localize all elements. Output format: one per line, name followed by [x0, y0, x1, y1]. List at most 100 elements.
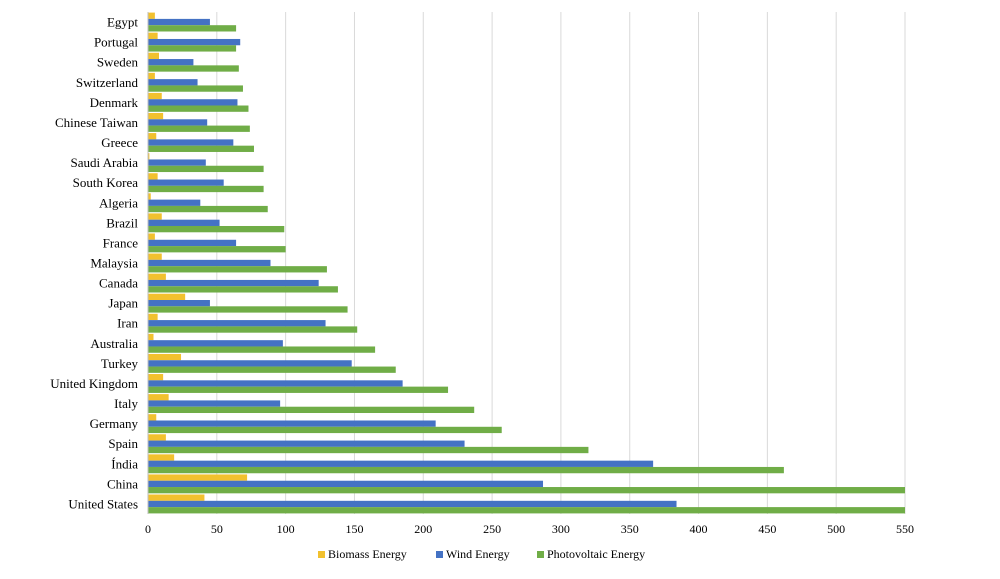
bar-wind-energy — [148, 159, 206, 166]
bar-photovoltaic-energy — [148, 105, 249, 112]
bar-photovoltaic-energy — [148, 306, 348, 313]
category-label: Sweden — [97, 55, 139, 70]
bar-biomass-energy — [148, 213, 162, 220]
bar-biomass-energy — [148, 474, 248, 481]
bar-biomass-energy — [148, 293, 186, 301]
x-tick-label: 400 — [690, 522, 708, 536]
category-label: Greece — [101, 135, 138, 150]
bar-photovoltaic-energy — [148, 145, 254, 152]
bar-biomass-energy — [148, 494, 205, 501]
bar-wind-energy — [148, 360, 352, 367]
bar-photovoltaic-energy — [148, 507, 905, 514]
bar-photovoltaic-energy — [148, 45, 237, 52]
bar-photovoltaic-energy — [148, 225, 285, 233]
bar-wind-energy — [148, 119, 208, 126]
category-label: Índia — [111, 456, 138, 471]
bar-wind-energy — [148, 279, 319, 287]
category-label: Malaysia — [90, 256, 138, 271]
category-label: Spain — [108, 436, 138, 451]
bar-photovoltaic-energy — [148, 246, 286, 253]
bar-wind-energy — [148, 340, 283, 347]
bars — [148, 12, 905, 514]
x-tick-label: 50 — [211, 522, 223, 536]
bar-wind-energy — [148, 38, 241, 46]
bar-photovoltaic-energy — [148, 386, 449, 393]
bar-photovoltaic-energy — [148, 165, 264, 173]
bar-wind-energy — [148, 239, 237, 247]
bar-wind-energy — [148, 18, 210, 26]
bar-wind-energy — [148, 460, 654, 467]
bar-biomass-energy — [148, 233, 155, 240]
bar-biomass-energy — [148, 253, 162, 260]
bar-wind-energy — [148, 79, 198, 86]
category-label: United States — [68, 496, 138, 511]
bar-biomass-energy — [148, 173, 158, 180]
x-tick-label: 250 — [483, 522, 501, 536]
bar-wind-energy — [148, 199, 201, 206]
bar-biomass-energy — [148, 52, 160, 60]
legend-label: Wind Energy — [446, 547, 510, 561]
bar-wind-energy — [148, 320, 326, 327]
legend-label: Photovoltaic Energy — [547, 547, 645, 561]
x-tick-label: 350 — [621, 522, 639, 536]
category-label: China — [107, 476, 138, 491]
category-label: Denmark — [90, 95, 139, 110]
bar-biomass-energy — [148, 193, 151, 200]
bar-biomass-energy — [148, 92, 162, 100]
x-tick-label: 300 — [552, 522, 570, 536]
category-label: Egypt — [107, 15, 138, 30]
x-tick-label: 200 — [414, 522, 432, 536]
x-tick-label: 100 — [277, 522, 295, 536]
bar-wind-energy — [148, 500, 677, 508]
x-tick-label: 150 — [345, 522, 363, 536]
bar-wind-energy — [148, 380, 403, 387]
bar-biomass-energy — [148, 153, 150, 160]
category-label: Saudi Arabia — [70, 155, 138, 170]
category-label: South Korea — [73, 175, 139, 190]
bar-photovoltaic-energy — [148, 205, 268, 213]
bar-photovoltaic-energy — [148, 85, 243, 92]
category-label: Australia — [90, 336, 138, 351]
bar-wind-energy — [148, 59, 194, 66]
category-label: United Kingdom — [50, 376, 138, 391]
category-label: Portugal — [94, 35, 138, 50]
bar-wind-energy — [148, 400, 281, 407]
x-tick-label: 550 — [896, 522, 914, 536]
category-label: France — [103, 235, 139, 250]
bar-photovoltaic-energy — [148, 326, 358, 333]
bar-photovoltaic-energy — [148, 487, 905, 494]
bar-biomass-energy — [148, 434, 166, 441]
bar-photovoltaic-energy — [148, 366, 396, 373]
bar-biomass-energy — [148, 394, 169, 401]
bar-wind-energy — [148, 99, 238, 106]
bar-wind-energy — [148, 219, 220, 226]
bar-photovoltaic-energy — [148, 346, 376, 353]
gridlines — [216, 12, 906, 514]
bar-wind-energy — [148, 440, 465, 447]
bar-photovoltaic-energy — [148, 25, 237, 32]
bar-wind-energy — [148, 139, 234, 146]
legend-swatch — [318, 551, 325, 558]
category-label: Switzerland — [76, 75, 139, 90]
bar-biomass-energy — [148, 313, 158, 321]
category-label: Canada — [99, 276, 138, 291]
bar-biomass-energy — [148, 353, 182, 361]
bar-biomass-energy — [148, 454, 175, 461]
bar-wind-energy — [148, 420, 436, 427]
bar-biomass-energy — [148, 112, 164, 120]
category-label: Chinese Taiwan — [55, 115, 138, 130]
bar-photovoltaic-energy — [148, 446, 589, 454]
category-label: Iran — [117, 316, 138, 331]
bar-biomass-energy — [148, 414, 157, 421]
bar-wind-energy — [148, 259, 271, 267]
x-tick-label: 500 — [827, 522, 845, 536]
bar-biomass-energy — [148, 133, 157, 140]
bar-photovoltaic-energy — [148, 65, 239, 72]
category-label: Brazil — [106, 215, 138, 230]
x-tick-label: 450 — [758, 522, 776, 536]
category-label: Germany — [90, 416, 139, 431]
legend-swatch — [436, 551, 443, 558]
bar-wind-energy — [148, 480, 544, 488]
